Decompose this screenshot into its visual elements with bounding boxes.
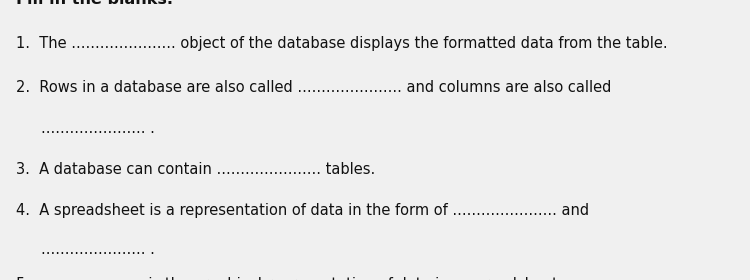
- Text: 5.  ...................... is the graphical representation of data in a spreadsh: 5. ...................... is the graphic…: [16, 277, 562, 280]
- Text: 2.  Rows in a database are also called ...................... and columns are al: 2. Rows in a database are also called ..…: [16, 80, 612, 95]
- Text: 3.  A database can contain ...................... tables.: 3. A database can contain ..............…: [16, 162, 376, 177]
- Text: Fill in the blanks.: Fill in the blanks.: [16, 0, 173, 7]
- Text: ...................... .: ...................... .: [40, 242, 154, 256]
- Text: 1.  The ...................... object of the database displays the formatted dat: 1. The ...................... object of …: [16, 36, 668, 51]
- Text: 4.  A spreadsheet is a representation of data in the form of ...................: 4. A spreadsheet is a representation of …: [16, 203, 590, 218]
- Text: ...................... .: ...................... .: [40, 121, 154, 136]
